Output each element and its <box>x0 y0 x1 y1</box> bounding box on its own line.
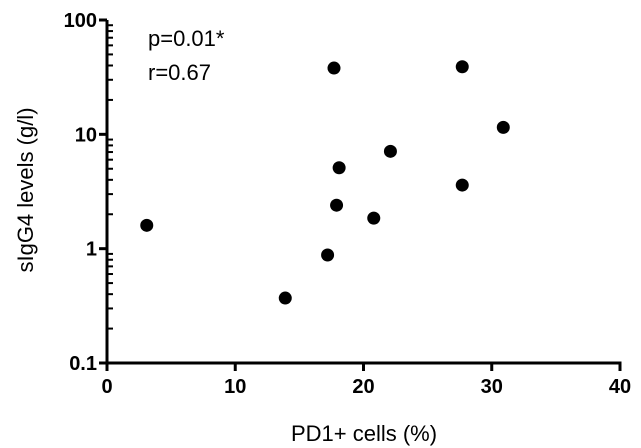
x-tick-label: 30 <box>481 376 503 398</box>
y-tick-label: 100 <box>64 10 97 32</box>
data-point <box>332 161 346 175</box>
y-tick-label: 0.1 <box>69 353 97 375</box>
data-point <box>367 211 381 225</box>
y-tick-label: 10 <box>75 124 97 146</box>
data-point <box>455 178 469 192</box>
data-point <box>455 60 469 74</box>
data-point <box>496 120 510 134</box>
data-point <box>330 198 344 212</box>
data-points <box>140 60 510 305</box>
y-axis-title: sIgG4 levels (g/l) <box>13 107 38 272</box>
data-point <box>278 291 292 305</box>
x-tick-label: 10 <box>224 376 246 398</box>
x-tick-label: 40 <box>609 376 631 398</box>
y-tick-label: 1 <box>86 239 97 261</box>
x-axis-title: PD1+ cells (%) <box>291 421 437 446</box>
data-point <box>321 248 335 262</box>
data-point <box>140 218 154 232</box>
annotation-r-value: r=0.67 <box>148 60 211 85</box>
axes: 0 10 20 30 40 0.1 1 10 100 <box>64 10 632 398</box>
annotation-p-value: p=0.01* <box>148 26 225 51</box>
data-point <box>383 144 397 158</box>
x-tick-label: 0 <box>101 376 112 398</box>
x-tick-label: 20 <box>352 376 374 398</box>
data-point <box>327 61 341 75</box>
